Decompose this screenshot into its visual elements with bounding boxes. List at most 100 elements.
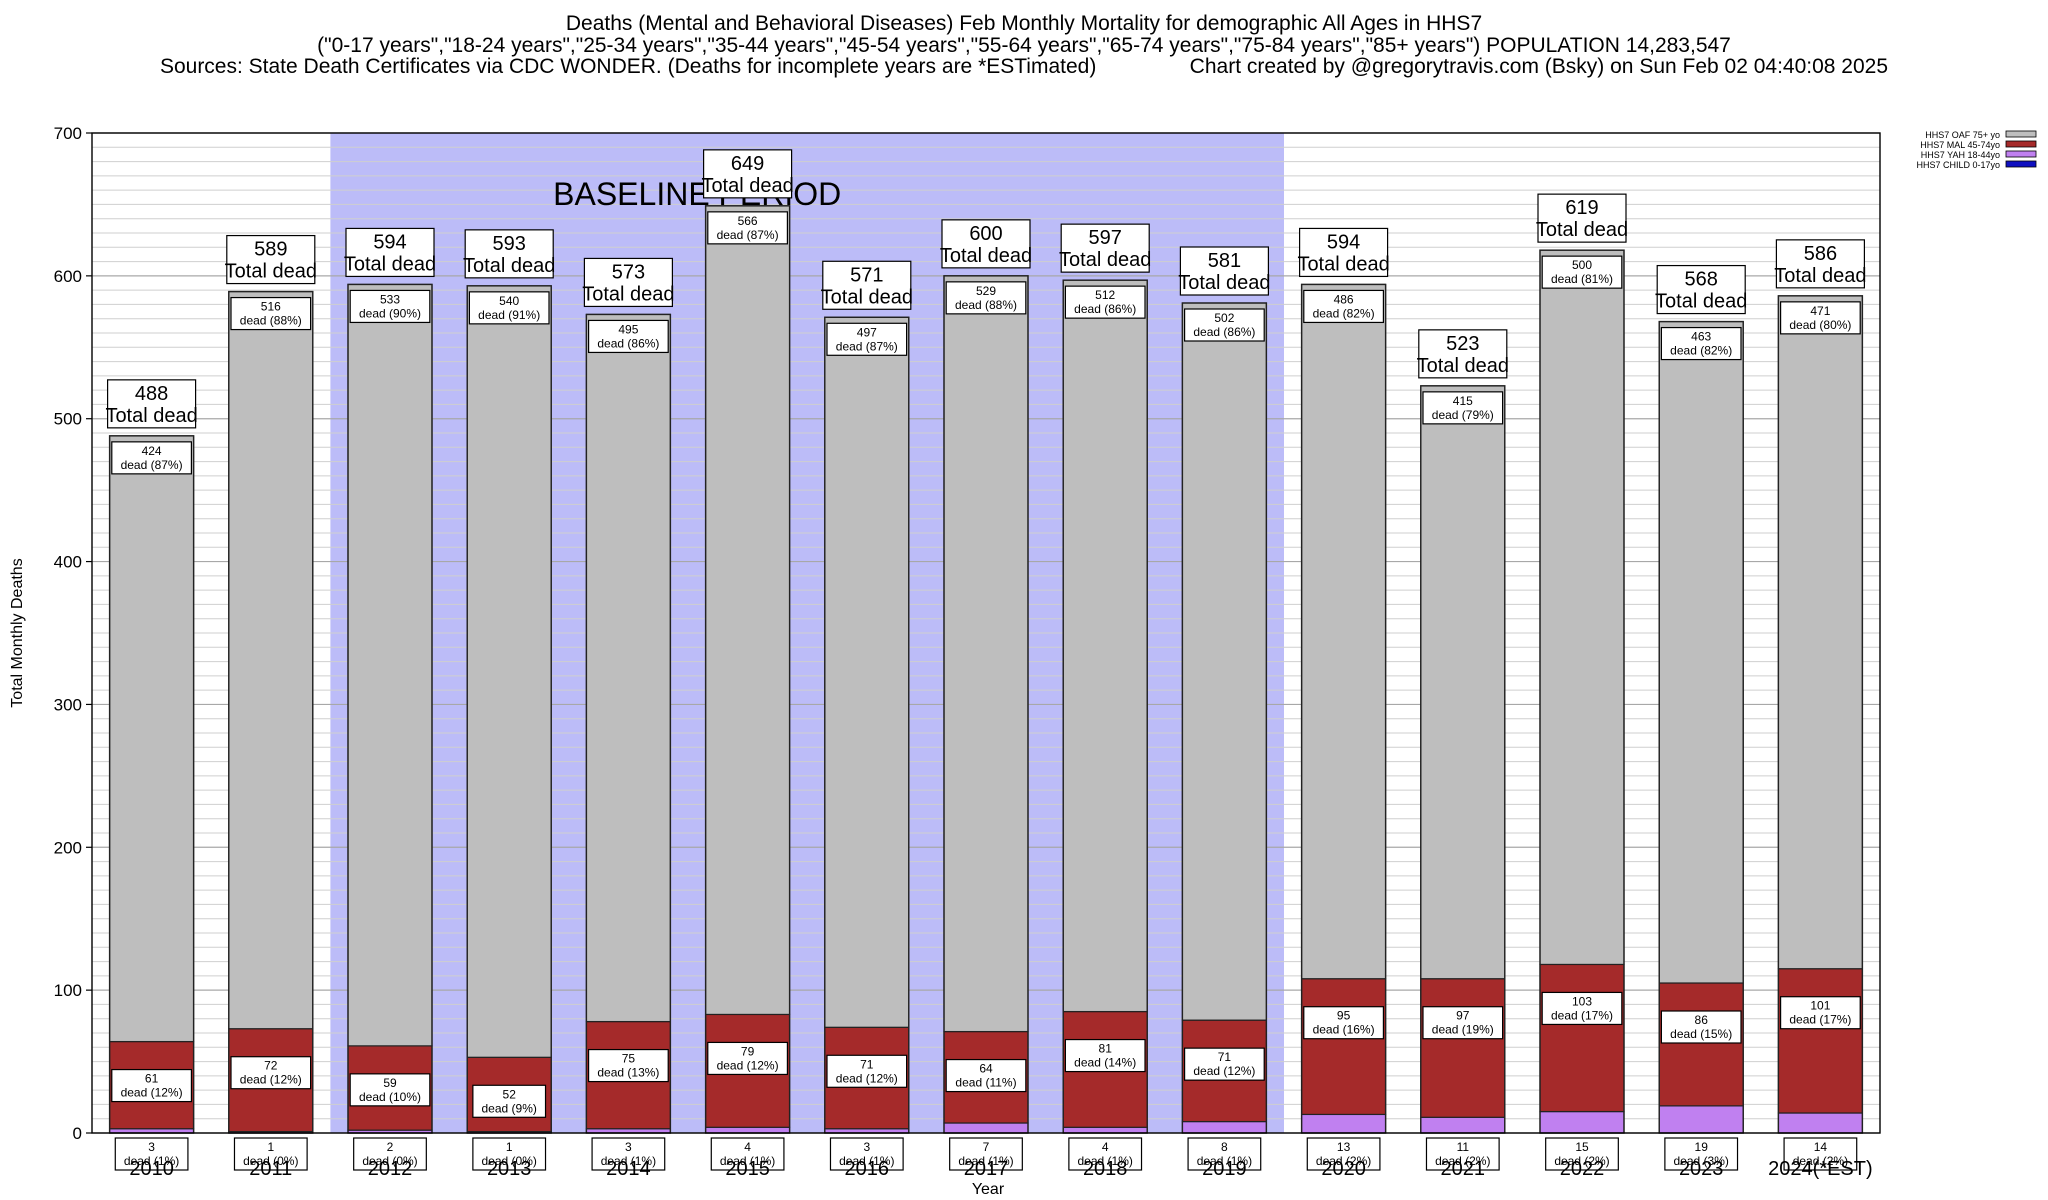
oaf-data-label: 516 [261,300,281,314]
yah-data-label: 15 [1575,1140,1589,1154]
mal-data-label: dead (12%) [121,1086,183,1100]
mal-data-label-box [111,1068,193,1103]
total-label: Total dead [344,253,436,275]
oaf-data-label-box [1422,391,1504,425]
bar-segment [1777,968,1864,1114]
yah-data-label-box [1306,1137,1381,1171]
yah-data-label-box [1068,1137,1143,1171]
oaf-data-label: 495 [618,322,638,336]
yah-data-label: 13 [1337,1140,1351,1154]
mal-data-label: dead (11%) [955,1076,1016,1090]
legend-entry: HHS7 MAL 45-74yo [1920,140,2000,150]
mal-data-label-box [1660,1010,1742,1044]
mal-data-label: 72 [264,1059,278,1073]
oaf-data-label-box [1541,255,1623,289]
mal-data-label: 81 [1099,1042,1113,1056]
yah-data-label: dead (1%) [1197,1154,1252,1168]
yah-data-label: dead (2%) [1316,1154,1371,1168]
yah-data-label-box [591,1137,666,1171]
yah-data-label-box [829,1137,904,1171]
yah-data-label-box [1783,1137,1858,1171]
x-tick-label: 2020 [1321,1158,1366,1180]
oaf-data-label: dead (86%) [1193,325,1255,339]
total-value: 488 [135,383,168,405]
oaf-data-label-box [1779,301,1861,335]
yah-data-label: 1 [506,1140,513,1154]
mal-data-label: dead (12%) [1193,1064,1255,1078]
bar-segment [1062,1126,1148,1134]
mal-data-label: dead (12%) [717,1058,779,1072]
baseline-label: BASELINE PERIOD [553,176,841,212]
yah-data-label: dead (1%) [839,1154,894,1168]
oaf-data-label: dead (86%) [1074,302,1136,316]
yah-data-label: dead (1%) [720,1154,775,1168]
bar-segment [704,1126,791,1134]
bar-segment [943,275,1029,1033]
yah-data-label: 3 [625,1140,632,1154]
oaf-data-label-box [468,291,550,325]
oaf-data-label: 471 [1810,304,1830,318]
mal-data-label: 71 [1218,1050,1232,1064]
mal-data-label: 71 [860,1057,874,1071]
oaf-data-label: dead (91%) [478,308,540,322]
yah-data-label: dead (3%) [1674,1154,1729,1168]
yah-data-label: dead (0%) [362,1154,417,1168]
oaf-data-label: 533 [380,292,400,306]
x-tick-label: 2013 [487,1158,532,1180]
total-value: 573 [612,261,645,283]
bar-segment [1539,1110,1625,1134]
total-label-box [1537,193,1627,243]
yah-data-label-box [1187,1137,1262,1171]
oaf-data-label: dead (87%) [717,228,779,242]
total-label: Total dead [1536,219,1628,241]
mal-data-label: 52 [503,1087,517,1101]
yah-data-label: 8 [1221,1140,1228,1154]
mal-data-label: dead (16%) [1313,1023,1375,1037]
mal-data-label-box [230,1056,312,1090]
total-label: Total dead [463,255,555,277]
y-tick-label: 100 [54,981,82,1000]
total-label: Total dead [1059,249,1151,271]
legend-swatch [2005,140,2037,148]
chart-title: Deaths (Mental and Behavioral Diseases) … [565,12,1483,35]
oaf-data-label: dead (87%) [121,458,183,472]
total-value: 597 [1089,227,1122,249]
yah-data-label: 3 [863,1140,870,1154]
oaf-data-label: dead (81%) [1551,272,1613,286]
total-label: Total dead [225,261,317,283]
yah-data-label-box [114,1137,189,1171]
bar-segment [1539,249,1625,966]
yah-data-label: dead (2%) [1793,1154,1848,1168]
yah-data-label: dead (1%) [958,1154,1013,1168]
mal-data-label: 86 [1695,1013,1709,1027]
mal-data-label: dead (17%) [1789,1013,1851,1027]
total-label-box [1179,246,1270,296]
mal-data-label: 97 [1456,1009,1470,1023]
oaf-data-label: 540 [499,294,519,308]
total-label-box [345,227,435,278]
mal-data-label: dead (9%) [482,1101,537,1115]
bar-segment [347,283,433,1047]
total-value: 589 [254,239,287,261]
yah-data-label: 14 [1814,1140,1828,1154]
total-value: 594 [373,231,406,253]
mal-data-label: 64 [979,1062,993,1076]
mal-data-label: 75 [622,1052,636,1066]
y-tick-label: 400 [54,553,82,572]
yah-data-label-box [1545,1137,1619,1171]
mal-data-label: dead (12%) [836,1071,898,1085]
bar-segment [1420,385,1506,980]
oaf-data-label-box [826,322,908,356]
legend-swatch [2005,160,2037,168]
x-tick-label: 2017 [964,1158,1009,1180]
yah-data-label: 1 [267,1140,274,1154]
total-value: 581 [1208,250,1241,272]
total-label-box [1298,227,1389,278]
total-label: Total dead [582,283,674,305]
yah-data-label-box [1425,1137,1500,1171]
total-value: 649 [731,153,764,175]
mal-data-label-box [826,1054,908,1088]
total-label: Total dead [1655,291,1747,313]
bar-segment [1420,1116,1506,1134]
